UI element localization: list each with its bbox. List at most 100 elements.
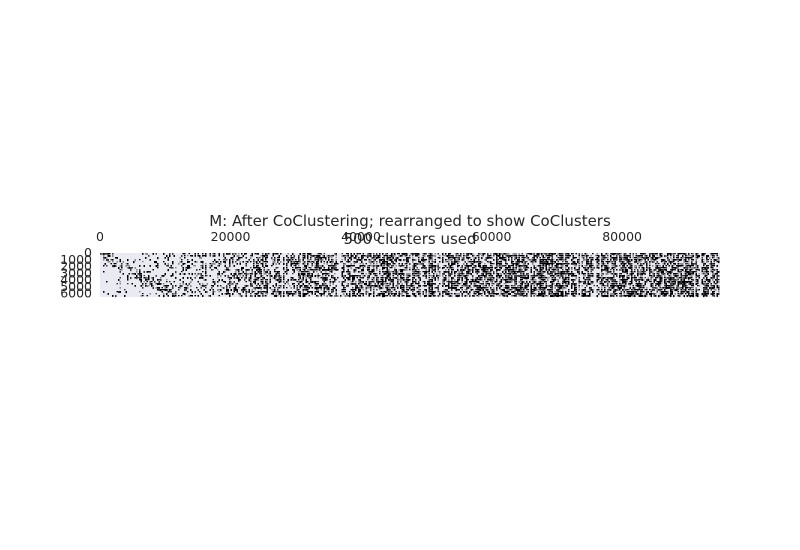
heatmap-cell — [629, 261, 631, 263]
heatmap-cell — [478, 271, 480, 273]
heatmap-cell — [644, 255, 646, 257]
heatmap-cell — [713, 295, 715, 297]
heatmap-cell — [659, 291, 661, 293]
heatmap-cell — [463, 273, 465, 275]
heatmap-cell — [503, 257, 505, 259]
heatmap-cell — [287, 291, 289, 293]
heatmap-cell — [386, 289, 388, 292]
heatmap-cell — [664, 287, 666, 289]
heatmap-cell — [437, 271, 439, 273]
heatmap-cell — [380, 291, 382, 293]
heatmap-cell — [313, 271, 315, 273]
heatmap-cell — [437, 257, 439, 259]
heatmap-cell — [266, 255, 268, 257]
heatmap-cell — [277, 261, 279, 263]
heatmap-cell — [358, 281, 360, 283]
heatmap-cell — [412, 259, 414, 261]
heatmap-cell — [464, 281, 466, 283]
heatmap-cell — [362, 267, 364, 269]
heatmap-cell — [446, 293, 448, 296]
heatmap-cell — [587, 295, 589, 297]
heatmap-cell — [362, 271, 364, 273]
heatmap-cell — [566, 261, 568, 263]
heatmap-cell — [257, 291, 259, 294]
heatmap-cell — [596, 285, 598, 287]
heatmap-cell — [715, 279, 717, 281]
heatmap-cell — [562, 269, 564, 271]
heatmap-cell — [547, 261, 549, 264]
heatmap-cell — [323, 283, 325, 286]
heatmap-cell — [467, 267, 469, 269]
heatmap-cell — [241, 289, 243, 292]
heatmap-cell — [286, 291, 288, 294]
heatmap-cell — [118, 279, 120, 281]
heatmap-cell — [397, 295, 399, 297]
heatmap-cell — [412, 293, 414, 295]
heatmap-cell — [233, 287, 235, 289]
heatmap-cell — [641, 287, 643, 289]
heatmap-cell — [614, 263, 616, 265]
heatmap-cell — [614, 261, 616, 263]
heatmap-cell — [638, 267, 640, 269]
heatmap-cell — [581, 273, 583, 275]
heatmap-cell — [310, 285, 312, 287]
heatmap-cell — [532, 293, 534, 295]
heatmap-cell — [467, 275, 469, 277]
heatmap-cell — [509, 255, 511, 257]
heatmap-cell — [605, 257, 607, 259]
heatmap-cell — [385, 273, 387, 275]
heatmap-cell — [665, 285, 667, 288]
heatmap-cell — [262, 275, 264, 277]
heatmap-cell — [682, 253, 684, 255]
heatmap-cell — [266, 289, 268, 291]
heatmap-cell — [467, 253, 469, 255]
heatmap-cell — [422, 265, 424, 267]
heatmap-cell — [395, 261, 397, 263]
heatmap-cell — [452, 257, 454, 259]
heatmap-cell — [538, 289, 540, 291]
heatmap-cell — [172, 287, 174, 289]
heatmap-cell — [235, 285, 237, 288]
heatmap-cell — [373, 285, 375, 287]
heatmap-cell — [389, 287, 391, 289]
heatmap-cell — [521, 269, 523, 271]
heatmap-cell — [707, 271, 709, 273]
heatmap-cell — [188, 261, 190, 263]
heatmap-cell — [607, 279, 609, 281]
heatmap-cell — [298, 267, 300, 269]
heatmap-cell — [649, 253, 651, 256]
heatmap-cell — [412, 255, 414, 257]
heatmap-cell — [485, 283, 487, 285]
heatmap-cell — [574, 289, 576, 292]
heatmap-cell — [514, 293, 516, 295]
heatmap-cell — [685, 253, 687, 256]
heatmap-cell — [439, 267, 441, 269]
heatmap-cell — [512, 295, 514, 297]
heatmap-cell — [544, 279, 546, 281]
heatmap-cell — [527, 253, 529, 255]
heatmap-cell — [502, 277, 504, 279]
heatmap-cell — [386, 261, 388, 264]
heatmap-cell — [716, 259, 718, 261]
heatmap-cell — [226, 285, 228, 288]
heatmap-cell — [457, 279, 459, 281]
heatmap-cell — [601, 263, 603, 265]
heatmap-cell — [157, 267, 159, 269]
heatmap-cell — [199, 269, 201, 271]
heatmap-cell — [532, 277, 534, 280]
heatmap-cell — [572, 255, 574, 257]
heatmap-cell — [380, 275, 382, 277]
heatmap-cell — [178, 295, 180, 297]
heatmap-cell — [488, 283, 490, 285]
heatmap-cell — [137, 273, 139, 275]
heatmap-cell — [520, 269, 522, 272]
heatmap-cell — [689, 277, 691, 279]
heatmap-cell — [299, 275, 301, 278]
heatmap-cell — [389, 263, 391, 266]
heatmap-cell — [518, 269, 520, 271]
heatmap-cell — [383, 257, 385, 259]
heatmap-cell — [458, 275, 460, 277]
heatmap-cell — [128, 273, 130, 275]
heatmap-cell — [491, 291, 493, 294]
heatmap-cell — [646, 281, 648, 283]
